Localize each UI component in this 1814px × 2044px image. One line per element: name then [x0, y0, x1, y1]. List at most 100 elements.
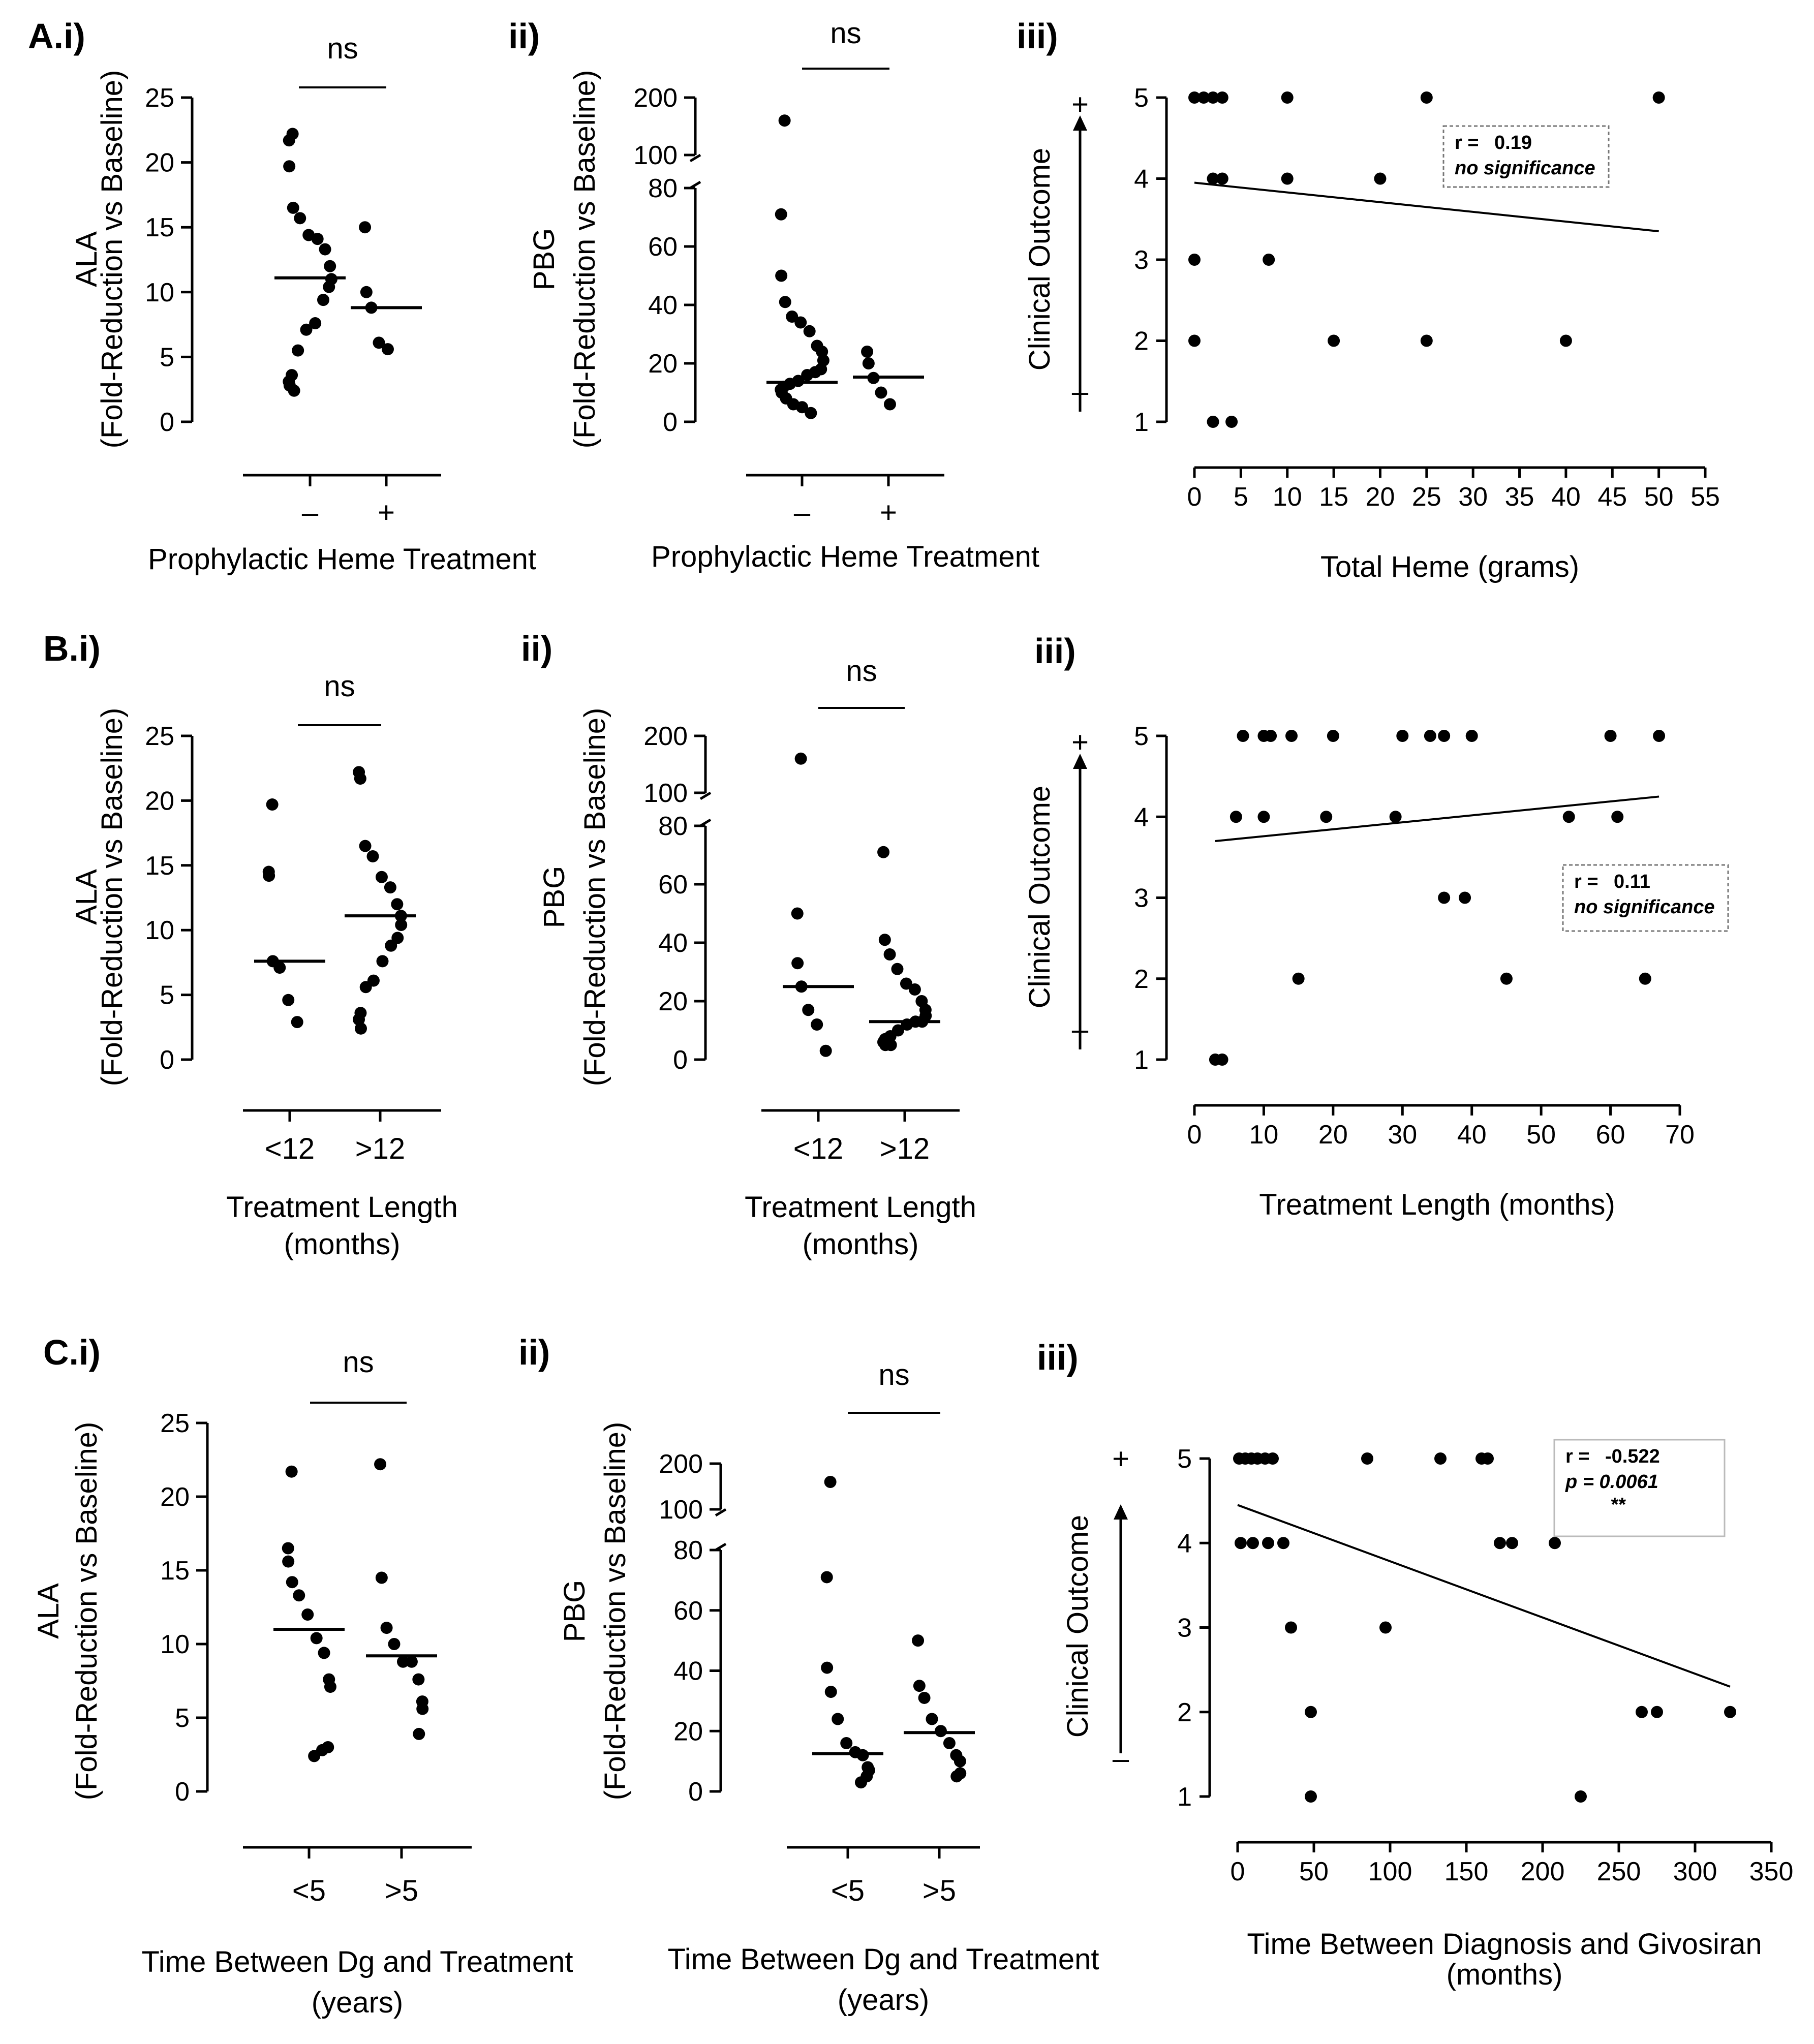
data-point	[1438, 730, 1451, 742]
y-tick-label: 2	[1134, 965, 1149, 994]
data-point	[1438, 891, 1451, 904]
y-tick-label: 3	[1134, 245, 1149, 275]
data-point	[1281, 91, 1294, 104]
data-point	[395, 919, 408, 932]
y-tick-label: 2	[1177, 1698, 1192, 1727]
data-point	[1285, 1621, 1297, 1634]
x-axis-label: (months)	[1447, 1958, 1563, 1991]
x-tick-label: 200	[1521, 1857, 1565, 1886]
y-tick-label: 1	[1177, 1782, 1192, 1812]
row-a-panel-ii-label: ii)	[508, 16, 540, 56]
data-point	[282, 1555, 295, 1568]
arrow-head-icon	[1073, 115, 1087, 131]
y-tick-label: 25	[145, 83, 174, 113]
data-point	[308, 1750, 321, 1762]
r-label: r =	[1565, 1446, 1590, 1467]
y-axis-label: Clinical Outcome	[1023, 786, 1056, 1008]
data-point	[824, 1686, 837, 1698]
data-point	[384, 881, 396, 894]
y-axis-label: PBG	[558, 1580, 591, 1643]
x-tick-label: 70	[1665, 1120, 1695, 1150]
data-point	[791, 957, 804, 970]
y-tick-label: 5	[175, 1704, 190, 1733]
data-point	[778, 114, 791, 127]
significance-label: ns	[878, 1358, 909, 1391]
data-point	[1653, 730, 1666, 742]
y-axis-label: (Fold-Reduction vs Baseline)	[96, 70, 129, 449]
y-tick-label: 5	[1134, 83, 1149, 113]
data-point	[1611, 811, 1624, 823]
data-point	[1506, 1537, 1518, 1550]
x-tick-label: 40	[1457, 1120, 1487, 1150]
y-tick-label: 20	[658, 987, 688, 1016]
data-point	[283, 160, 296, 173]
data-point	[803, 325, 816, 337]
y-tick-label: 20	[648, 349, 678, 379]
data-point	[1285, 730, 1298, 742]
x-axis-label: Total Heme (grams)	[1320, 550, 1579, 583]
x-tick-label: 0	[1187, 482, 1202, 512]
data-point	[374, 1458, 387, 1471]
y-tick-label: 4	[1134, 165, 1149, 194]
y-axis-label: (Fold-Reduction vs Baseline)	[599, 1422, 632, 1801]
y-tick-label: 10	[145, 916, 174, 945]
chart-b-ii: 0 20 40 60 80 100 200 PBG (Fold-Reduction vs Bas…	[538, 655, 976, 1261]
data-point	[1651, 1706, 1663, 1718]
data-point	[1263, 254, 1275, 266]
data-point	[877, 846, 890, 858]
x-tick-label: 50	[1299, 1857, 1329, 1886]
direction-minus-label: –	[1113, 1742, 1129, 1775]
x-tick-label: 150	[1444, 1857, 1489, 1886]
x-category-label: +	[880, 496, 897, 529]
row-a-panel-iii-label: iii)	[1017, 16, 1058, 56]
data-point	[779, 296, 791, 308]
data-point	[381, 343, 394, 356]
data-point	[388, 1638, 401, 1650]
data-point	[1320, 811, 1333, 823]
y-tick-label: 0	[160, 408, 174, 437]
x-tick-label: 30	[1388, 1120, 1417, 1150]
data-point	[291, 1016, 303, 1029]
chart-a-ii: 0 20 40 60 80 100 200 PBG (Fold-Reduction vs Bas…	[528, 17, 1039, 573]
arrow-head-icon	[1114, 1504, 1128, 1520]
data-point	[1465, 730, 1478, 742]
data-point	[385, 939, 397, 952]
data-point	[802, 1004, 815, 1016]
x-tick-label: 10	[1273, 482, 1302, 512]
data-point	[1292, 972, 1305, 985]
data-point	[1389, 811, 1402, 823]
data-point	[1559, 334, 1572, 347]
data-point	[1197, 91, 1210, 104]
data-point	[309, 317, 322, 330]
significance-label: ns	[830, 17, 861, 50]
data-point	[1374, 172, 1387, 185]
x-tick-label: 45	[1597, 482, 1627, 512]
regression-line	[1215, 795, 1659, 843]
data-point	[805, 407, 817, 419]
data-point	[786, 311, 798, 323]
data-point	[391, 898, 404, 911]
data-point	[884, 1039, 897, 1051]
data-point	[1225, 416, 1238, 428]
data-point	[811, 1018, 823, 1031]
data-point	[287, 201, 299, 214]
stats-annotation-box	[1442, 125, 1610, 188]
data-point	[323, 281, 335, 293]
data-point	[1549, 1537, 1561, 1550]
data-point	[294, 212, 306, 225]
data-point	[286, 1576, 298, 1589]
data-point	[293, 1589, 305, 1602]
data-point	[1424, 730, 1436, 742]
data-point	[1575, 1790, 1587, 1803]
data-point	[1207, 172, 1219, 185]
chart-a-i: 0 5 10 15 20 25 ALA(Fold-Reduction vs Baseline…	[70, 32, 536, 576]
y-tick-label: 0	[663, 408, 678, 437]
data-point	[360, 286, 373, 298]
axis-break-mark	[715, 1508, 727, 1517]
y-tick-label: 60	[673, 1596, 703, 1626]
y-axis-label: ALA	[70, 231, 103, 287]
data-point	[791, 907, 804, 920]
p-value: p = 0.0061	[1565, 1471, 1658, 1493]
y-axis-label: (Fold-Reduction vs Baseline)	[578, 708, 611, 1087]
x-tick-label: 30	[1458, 482, 1488, 512]
